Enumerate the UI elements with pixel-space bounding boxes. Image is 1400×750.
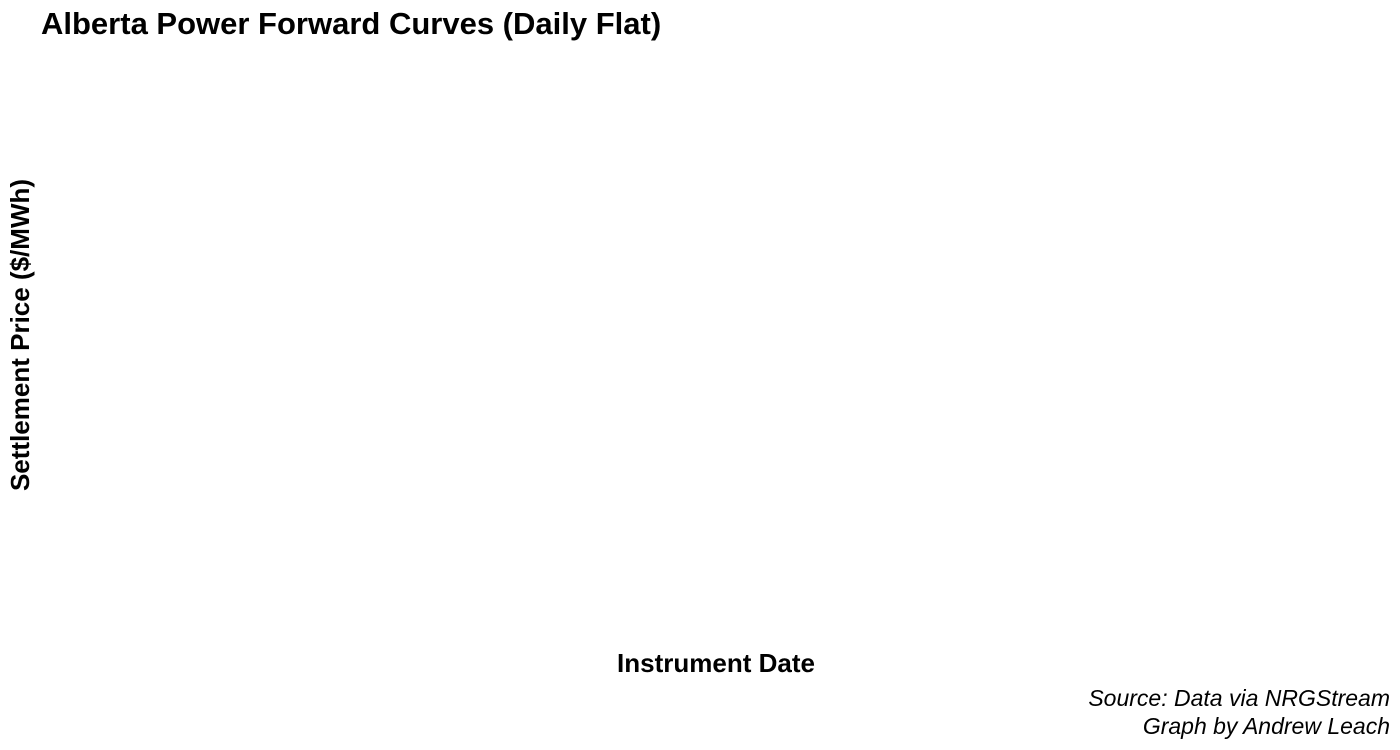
chart-title: Alberta Power Forward Curves (Daily Flat… [41,6,662,41]
chart-caption: Source: Data via NRGStream Graph by Andr… [1088,684,1390,740]
y-axis-label: Settlement Price ($/MWh) [5,178,35,492]
plot-area [60,50,1390,640]
x-axis-label: Instrument Date [617,648,815,678]
caption-credit: Graph by Andrew Leach [1142,713,1390,739]
caption-source: Source: Data via NRGStream [1088,685,1390,711]
